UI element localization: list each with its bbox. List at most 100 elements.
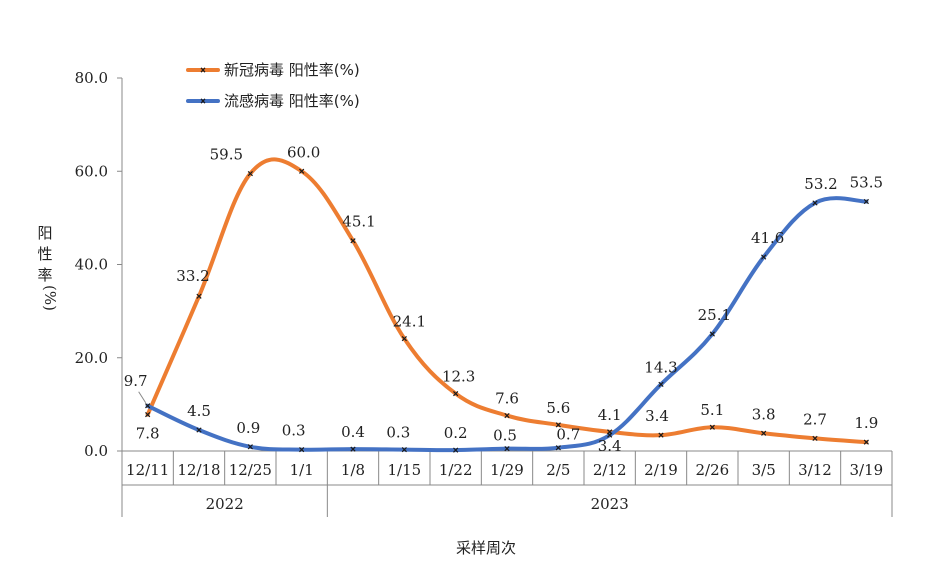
data-label: 5.6	[546, 399, 570, 417]
x-tick-label: 1/22	[439, 461, 473, 479]
data-point	[247, 170, 253, 177]
data-point	[555, 445, 561, 451]
data-label: 0.4	[341, 423, 365, 441]
data-point	[247, 444, 253, 450]
data-label: 1.9	[854, 414, 878, 432]
x-tick-label: 3/12	[798, 461, 832, 479]
data-label: 2.7	[803, 410, 827, 428]
data-point-mark	[196, 427, 202, 433]
data-point	[504, 446, 510, 452]
data-point	[350, 446, 356, 452]
x-tick-label: 12/11	[126, 461, 169, 479]
data-point	[863, 198, 869, 205]
data-label: 24.1	[393, 313, 426, 331]
data-point-mark	[812, 200, 818, 206]
data-labels: 7.8 33.2 59.5 60.0 45.1 24.1 12.3 7.6 5.6 4.1 3.4 5…	[124, 143, 883, 455]
data-point-mark	[350, 238, 356, 244]
legend-label: 流感病毒 阳性率(%)	[224, 92, 360, 110]
x-tick-label: 2/12	[593, 461, 627, 479]
data-point	[555, 422, 561, 428]
data-point	[709, 331, 715, 337]
x-tick-label: 1/1	[290, 461, 314, 479]
data-label: 14.3	[644, 358, 677, 376]
data-point	[401, 336, 407, 342]
data-point	[145, 403, 151, 409]
data-point-mark	[555, 422, 561, 428]
legend-marker	[200, 67, 206, 73]
data-label: 3.4	[598, 437, 622, 455]
x-tick-label: 1/8	[341, 461, 365, 479]
x-tick-label: 2/26	[695, 461, 729, 479]
legend: 新冠病毒 阳性率(%) 流感病毒 阳性率(%)	[186, 61, 360, 110]
data-point-mark	[504, 446, 510, 452]
data-label: 7.8	[136, 425, 160, 443]
x-tick-label: 12/25	[229, 461, 272, 479]
data-label: 33.2	[176, 267, 209, 285]
data-label: 45.1	[342, 213, 375, 231]
data-point	[196, 293, 202, 299]
y-axis-title-char: 率	[37, 266, 52, 284]
x-tick-label: 1/29	[490, 461, 524, 479]
data-point	[299, 168, 305, 174]
data-point	[453, 447, 459, 453]
data-point-mark	[761, 430, 767, 436]
x-year-label: 2023	[591, 495, 629, 513]
legend-item-1: 流感病毒 阳性率(%)	[186, 92, 360, 110]
data-point	[761, 254, 767, 260]
x-tick-label: 2/19	[644, 461, 678, 479]
data-label: 9.7	[124, 372, 148, 390]
series-line-1	[145, 196, 869, 453]
data-label: 25.1	[698, 306, 731, 324]
data-point-mark	[863, 198, 869, 205]
data-point-mark	[812, 435, 818, 442]
legend-marker	[200, 98, 206, 104]
data-point	[453, 391, 459, 397]
data-point-mark	[863, 439, 869, 445]
y-tick-label: 40.0	[75, 256, 108, 274]
data-point	[401, 446, 407, 453]
data-label: 4.5	[187, 402, 211, 420]
data-point-mark	[453, 391, 459, 397]
y-axis-title-char: 性	[37, 245, 52, 263]
series-lines	[145, 157, 869, 453]
data-point-mark	[299, 168, 305, 174]
data-point-mark	[761, 254, 767, 260]
data-point-mark	[145, 403, 151, 409]
data-label: 0.7	[556, 426, 580, 444]
data-point-mark	[145, 412, 151, 418]
data-point	[658, 432, 664, 438]
data-point-mark	[504, 412, 510, 419]
x-tick-label: 3/19	[849, 461, 883, 479]
data-point	[658, 381, 664, 387]
data-label: 0.5	[493, 427, 517, 445]
data-point	[350, 238, 356, 244]
data-label: 4.1	[598, 406, 622, 424]
data-point	[812, 435, 818, 442]
x-tick-label: 12/18	[177, 461, 220, 479]
y-axis-title-unit: (%)	[41, 285, 59, 311]
data-point-mark	[709, 331, 715, 337]
legend-item-0: 新冠病毒 阳性率(%)	[186, 61, 360, 79]
y-tick-label: 0.0	[84, 442, 108, 460]
series-line-0	[145, 157, 869, 445]
data-label: 0.3	[282, 422, 306, 440]
x-tick-label: 2/5	[546, 461, 570, 479]
data-point-mark	[350, 446, 356, 452]
data-point-mark	[247, 170, 253, 177]
legend-label: 新冠病毒 阳性率(%)	[224, 61, 360, 79]
data-point-mark	[658, 432, 664, 438]
data-label: 53.2	[804, 175, 837, 193]
data-point-mark	[196, 293, 202, 299]
data-point-mark	[401, 446, 407, 453]
x-tick-label: 1/15	[387, 461, 421, 479]
data-label: 59.5	[210, 146, 243, 164]
data-point	[299, 446, 305, 453]
data-point	[607, 432, 613, 438]
y-tick-label: 80.0	[75, 69, 108, 87]
data-label: 0.2	[444, 424, 468, 442]
data-label: 3.4	[645, 407, 669, 425]
y-axis-title-char: 阳	[37, 224, 52, 242]
data-point-mark	[658, 381, 664, 387]
